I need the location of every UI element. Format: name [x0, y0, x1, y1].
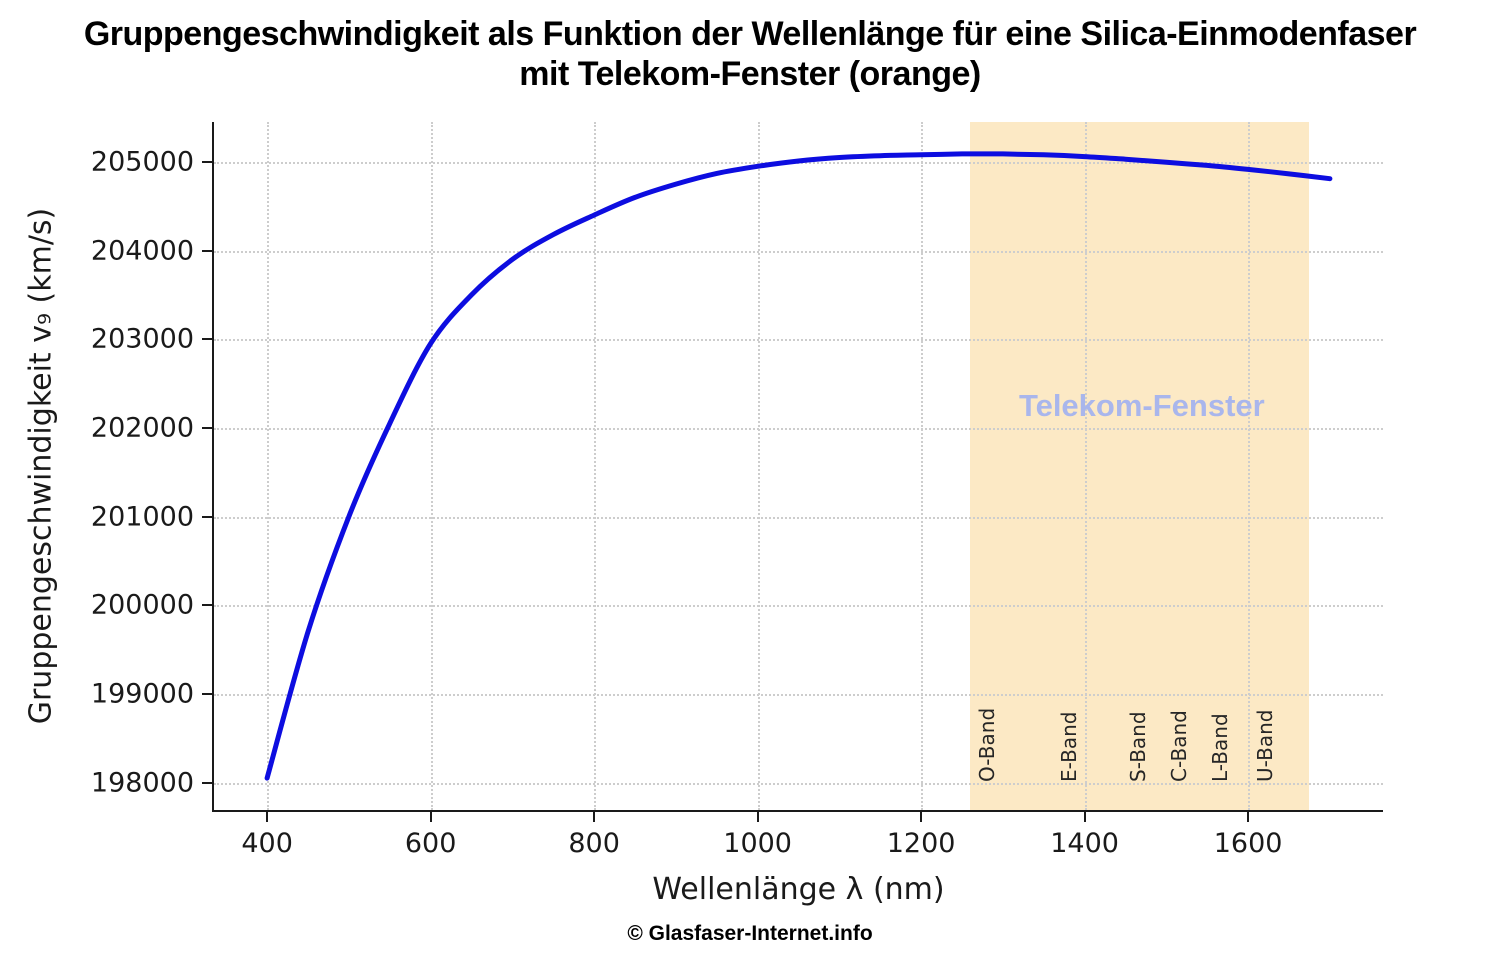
x-tick-label: 400 [241, 828, 293, 859]
y-tick [202, 515, 214, 518]
chart-title-line2: mit Telekom-Fenster (orange) [519, 55, 981, 93]
y-tick [202, 249, 214, 252]
x-tick-label: 1000 [723, 828, 792, 859]
y-tick-label: 204000 [90, 235, 194, 267]
footer-credit: © Glasfaser-Internet.info [627, 922, 873, 945]
y-tick [202, 604, 214, 607]
y-tick-label: 200000 [90, 589, 194, 621]
y-gridline [214, 782, 1383, 785]
x-tick-label: 1200 [886, 828, 956, 859]
x-gridline [267, 122, 270, 810]
y-tick [202, 338, 214, 341]
x-tick [593, 810, 596, 822]
y-tick [202, 426, 214, 429]
curve-layer [264, 151, 1333, 781]
y-tick-label: 203000 [90, 323, 194, 355]
chart-title-line1: Gruppengeschwindigkeit als Funktion der … [83, 15, 1417, 53]
y-tick-label: 201000 [90, 501, 194, 533]
x-gridline [430, 122, 433, 810]
y-tick-label: 199000 [90, 678, 194, 710]
x-tick [756, 810, 759, 822]
x-tick [1247, 810, 1250, 822]
x-axis-label: Wellenlänge λ (nm) [652, 872, 945, 907]
y-axis-spine [212, 122, 214, 810]
chart-title: Gruppengeschwindigkeit als Funktion der … [0, 14, 1500, 94]
plot-area: Telekom-Fenster O-Band E-Band S-Band C-Band L… [91, 122, 1383, 859]
x-tick [429, 810, 432, 822]
x-gridline [1248, 122, 1251, 810]
x-gridline [757, 122, 760, 810]
y-tick-label: 205000 [90, 146, 194, 178]
x-gridline [594, 122, 597, 810]
y-tick [202, 781, 214, 784]
group-velocity-curve [264, 151, 1333, 781]
y-gridline [214, 516, 1383, 519]
y-tick [202, 160, 214, 163]
telecom-window-label: Telekom-Fenster [1018, 387, 1265, 423]
y-axis-label: Gruppengeschwindigkeit v₉ (km/s) [23, 207, 59, 725]
x-tick-label: 1400 [1050, 828, 1119, 859]
x-gridline [921, 122, 924, 810]
y-gridline [214, 427, 1383, 430]
x-tick [266, 810, 269, 822]
x-tick-label: 1600 [1213, 828, 1283, 859]
x-gridline [1084, 122, 1087, 810]
y-gridline [214, 693, 1383, 696]
y-gridline [214, 250, 1383, 253]
y-tick [202, 692, 214, 695]
x-axis-spine [212, 810, 1383, 812]
x-tick-label: 600 [404, 828, 457, 859]
x-tick-label: 800 [568, 828, 620, 859]
y-gridline [214, 605, 1383, 608]
y-gridline [214, 339, 1383, 342]
y-tick-label: 202000 [90, 412, 194, 444]
x-tick [920, 810, 923, 822]
x-tick [1083, 810, 1086, 822]
y-tick-label: 198000 [90, 767, 194, 798]
